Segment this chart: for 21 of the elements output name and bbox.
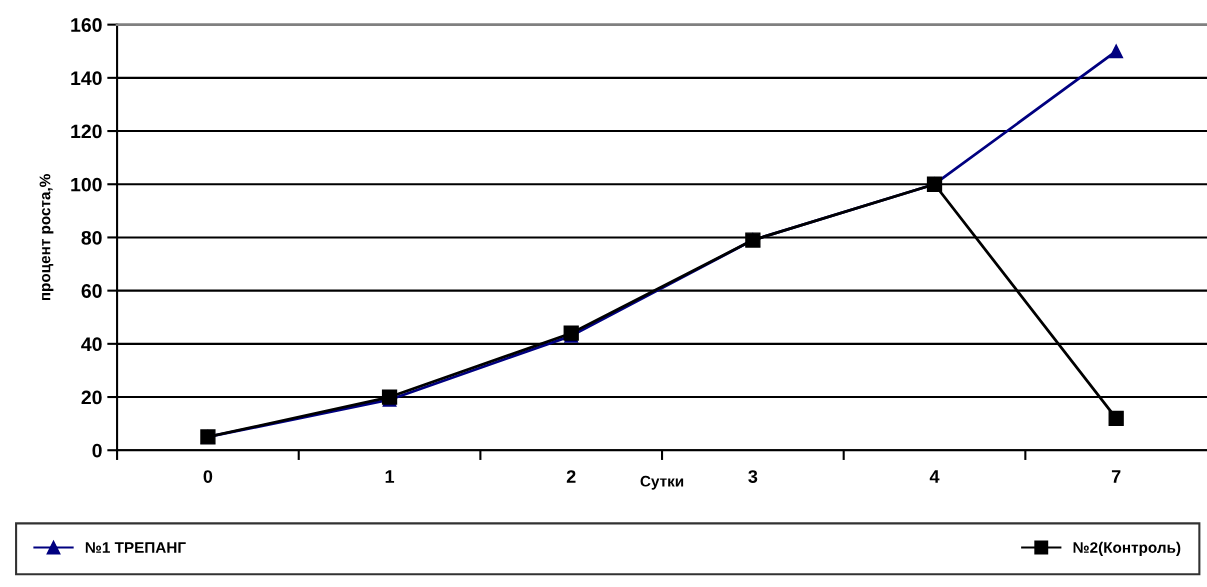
x-tick-label: 4 (929, 470, 940, 483)
y-tick-label: 140 (71, 71, 102, 86)
y-tick-label: 80 (81, 230, 102, 245)
y-tick-label: 40 (81, 337, 102, 352)
y-tick-label: 160 (71, 18, 102, 32)
point (1108, 410, 1124, 426)
x-tick-label: 1 (385, 470, 395, 483)
legend-label: №1 ТРЕПАНГ (85, 542, 186, 553)
point (1109, 44, 1124, 59)
x-tick-label: 3 (748, 470, 758, 483)
y-tick-label: 60 (81, 284, 102, 298)
y-tick-label: 100 (71, 177, 102, 192)
x-tick-label: 7 (1111, 470, 1121, 483)
legend-label: №2(Контроль) (1073, 541, 1181, 556)
y-tick-label: 0 (92, 443, 102, 458)
x-axis-title: Сутки (640, 475, 684, 490)
x-tick-label: 0 (203, 470, 213, 483)
y-axis-title: процент роста,% (39, 174, 54, 301)
x-tick-label: 2 (566, 470, 576, 483)
y-tick-label: 120 (71, 124, 102, 139)
y-tick-label: 20 (81, 390, 102, 405)
